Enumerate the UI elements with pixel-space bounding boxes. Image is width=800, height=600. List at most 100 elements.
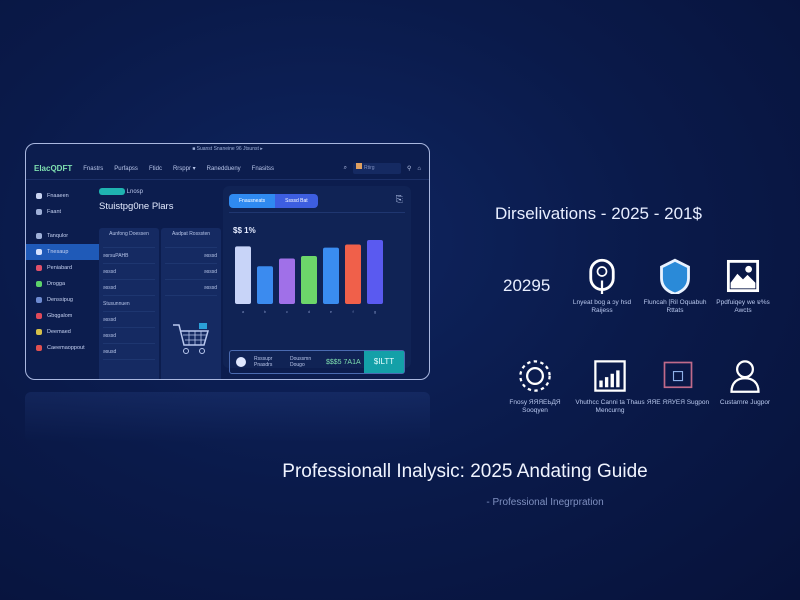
column-header: Aadpat Rosssten <box>165 228 217 248</box>
sidebar-item-label: Tanqulor <box>47 233 69 239</box>
footer-title: Professionall Inalysic: 2025 Andating Gu… <box>282 461 648 482</box>
tag-badge <box>99 188 125 195</box>
feature-label: ЯЯЕ ЯЯУЕЯ Sugpon <box>646 399 710 406</box>
main-content: Lnosp Stuistpg0ne Plars Aunfong Doessen ǝ… <box>99 188 221 379</box>
summary-value: $$$5 7A1A <box>326 358 361 366</box>
settings-icon[interactable]: ⌂ <box>417 165 421 172</box>
sidebar-item-label: Tnesaup <box>47 249 69 255</box>
chart-value-label: $$ 1% <box>233 226 256 235</box>
chart-bar[interactable] <box>301 256 317 304</box>
sidebar-item-label: Fnaaeen <box>47 193 69 199</box>
sidebar-item[interactable]: Deemaed <box>30 324 100 340</box>
sidebar-item-label: Denssipug <box>47 297 73 303</box>
nav-item[interactable]: Rrsppr ▾ <box>172 166 196 172</box>
big-number: 20295 <box>503 276 551 295</box>
sidebar-item-label: Faant <box>47 209 62 215</box>
chart-tabs: Fnausneats Ssssd Bat <box>229 194 318 208</box>
sidebar-item[interactable]: Tnesaup <box>26 244 100 260</box>
sidebar-item-icon <box>36 345 42 351</box>
sidebar-item[interactable]: Peniabard <box>30 260 100 276</box>
feature-label: Vhuthcc Canni ta Thaus Mencurng <box>575 399 645 414</box>
chart-bar[interactable] <box>279 258 295 304</box>
sidebar-item[interactable]: Drogga <box>30 276 100 292</box>
feature-item: Fluncah [Ril Oquabuh Rttats <box>640 258 710 315</box>
feature-item: ЯЯЕ ЯЯУЕЯ Sugpon <box>643 358 713 407</box>
x-tick-label: g <box>374 309 376 314</box>
chart-bar[interactable] <box>323 247 339 304</box>
sidebar-item-icon <box>36 193 42 199</box>
sidebar-item-icon <box>36 297 42 303</box>
summary-button[interactable]: $ILTT <box>364 351 404 373</box>
summary-label: Doussmn Dougo <box>290 356 312 368</box>
sidebar-item-icon <box>36 209 42 215</box>
sidebar-item-label: Peniabard <box>47 265 73 271</box>
feature-item: Custarnre Jugpor <box>710 358 780 407</box>
sidebar-item-icon <box>36 265 42 271</box>
nav-item[interactable]: Fnasitss <box>251 165 275 172</box>
shopping-cart-icon <box>173 323 209 354</box>
divider <box>229 212 405 213</box>
feature-item: Lnyeat bog a ɔy hsd Raijess <box>567 258 637 315</box>
feature-item: Vhuthcc Canni ta Thaus Mencurng <box>575 358 645 415</box>
chart-bar[interactable] <box>367 240 383 304</box>
top-caption: ■ Suanst Snaneine 96 Jtsunst ▸ <box>192 146 263 152</box>
puzzle-icon <box>663 361 693 389</box>
search-input[interactable]: Rtirg <box>352 163 401 174</box>
table-column: Aadpat Rosssten ǝsssd ǝsssd ǝsssd <box>161 228 221 379</box>
column-header: Aunfong Doessen <box>103 228 155 248</box>
logo[interactable]: ElacQDFT <box>34 164 73 173</box>
feature-label: Lnyeat bog a ɔy hsd Raijess <box>572 299 632 314</box>
sidebar-item[interactable]: Tanqulor <box>30 228 100 244</box>
page-title: Stuistpg0ne Plars <box>99 201 174 213</box>
x-tick-label: d <box>308 309 310 314</box>
table-cell: ǝsssd <box>103 328 155 344</box>
chart-bar[interactable] <box>235 246 251 304</box>
feature-item: Fnosy ЯЯЯЕЬДЯ Sooqyen <box>500 358 570 415</box>
search-placeholder: Rtirg <box>363 165 375 171</box>
x-tick-label: c <box>286 309 288 314</box>
table-cell: ǝsssd <box>165 264 217 280</box>
avatar <box>355 163 362 169</box>
sidebar-item-label: Gbqgalom <box>47 313 73 319</box>
sidebar-item[interactable]: Denssipug <box>30 292 100 308</box>
nav-item[interactable]: Fnastrs <box>83 165 104 172</box>
table-cell: ǝsusd <box>103 344 155 360</box>
summary-bar: Rsssupr Pnasdrs Doussmn Dougo $$$5 7A1A … <box>229 350 405 374</box>
tab-primary[interactable]: Fnausneats <box>229 194 276 208</box>
search-icon[interactable]: ⌕ <box>343 165 347 171</box>
sidebar-item-icon <box>36 281 42 287</box>
x-tick-label: f <box>352 309 354 314</box>
gear-icon <box>519 360 551 392</box>
table-cell: ǝsssd <box>165 248 217 264</box>
sidebar-item[interactable]: Faant <box>30 204 100 220</box>
sidebar-item-icon <box>36 313 42 319</box>
sidebar-item-label: Deemaed <box>47 329 71 335</box>
feature-label: Fluncah [Ril Oquabuh Rttats <box>643 299 707 314</box>
notification-icon[interactable]: ⚲ <box>406 166 412 172</box>
feature-label: Ppdfuiqey we ɐ%s Awcts <box>716 299 770 314</box>
sidebar-item-icon <box>36 329 42 335</box>
nav-item[interactable]: Ftidc <box>148 165 162 172</box>
tab-secondary[interactable]: Ssssd Bat <box>275 194 318 208</box>
tag-label: Lnosp <box>126 189 144 196</box>
summary-label: Rsssupr Pnasdrs <box>254 356 273 368</box>
chart-panel: Fnausneats Ssssd Bat ⎘ $$ 1% a b c d e f g Rss… <box>223 186 411 374</box>
dashboard-window: ■ Suanst Snaneine 96 Jtsunst ▸ ElacQDFT … <box>25 143 430 380</box>
nav-item[interactable]: Purfapss <box>114 165 138 172</box>
table-cell: ǝsrsuPAHB <box>103 248 155 264</box>
sidebar-item[interactable]: Gbqgalom <box>30 308 100 324</box>
table-cell: ǝsssd <box>103 312 155 328</box>
feature-label: Custarnre Jugpor <box>719 399 771 406</box>
x-tick-label: b <box>264 309 267 314</box>
chart-bar[interactable] <box>345 244 361 304</box>
navbar: ElacQDFT Fnastrs Purfapss Ftidc Rrsppr ▾… <box>26 158 429 180</box>
table-cell: ǝsssd <box>103 264 155 280</box>
nav-item[interactable]: Raneddueny <box>206 165 241 172</box>
table-cell: Stusunnuen <box>103 296 155 312</box>
export-icon[interactable]: ⎘ <box>395 194 403 204</box>
chart-bar[interactable] <box>257 266 273 304</box>
sidebar-item[interactable]: Caeemaoppout <box>30 340 100 356</box>
x-tick-label: a <box>242 309 245 314</box>
sidebar-item[interactable]: Fnaaeen <box>30 188 100 204</box>
summary-icon <box>236 357 246 367</box>
